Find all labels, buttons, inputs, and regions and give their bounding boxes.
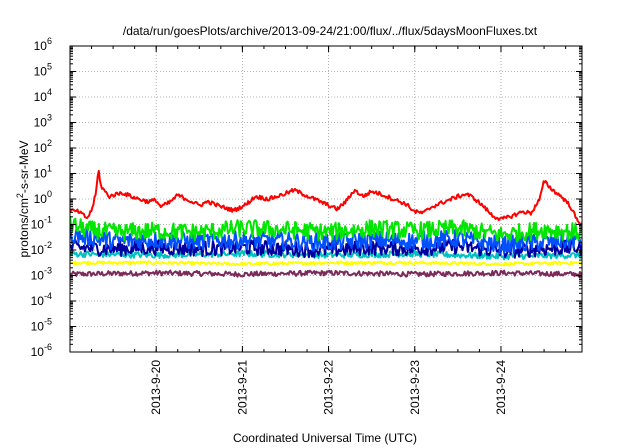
y-tick-label: 105 xyxy=(34,62,52,79)
x-axis-label: Coordinated Universal Time (UTC) xyxy=(233,431,417,445)
series-line xyxy=(70,260,582,267)
y-tick-label: 104 xyxy=(34,87,52,104)
x-tick-label: 2013-9-24 xyxy=(494,360,508,415)
x-tick-label: 2013-9-20 xyxy=(149,360,163,415)
series-layer xyxy=(70,169,582,278)
y-tick-label: 10-4 xyxy=(31,291,52,308)
y-tick-label: 100 xyxy=(34,189,52,206)
y-tick-label: 10-5 xyxy=(31,317,52,334)
chart-title: /data/run/goesPlots/archive/2013-09-24/2… xyxy=(123,24,538,38)
y-tick-label: 102 xyxy=(34,138,52,155)
y-axis-label: protons/cm2-s-sr-MeV xyxy=(15,140,31,257)
series-line xyxy=(70,269,582,278)
x-tick-label: 2013-9-22 xyxy=(322,360,336,415)
y-tick-label: 103 xyxy=(34,113,52,130)
y-tick-label: 106 xyxy=(34,36,52,53)
series-line xyxy=(70,215,582,243)
x-tick-label: 2013-9-21 xyxy=(235,360,249,415)
y-tick-label: 10-6 xyxy=(31,342,52,359)
y-tick-label: 101 xyxy=(34,164,52,181)
grid xyxy=(70,46,582,352)
x-axis: 2013-9-20 2013-9-21 2013-9-22 2013-9-23 2013… xyxy=(69,46,567,415)
y-tick-label: 10-1 xyxy=(31,215,52,232)
x-tick-label: 2013-9-23 xyxy=(408,360,422,415)
y-tick-label: 10-2 xyxy=(31,240,52,257)
y-axis: 10-6 10-5 10-4 10-3 10-2 10-1 100 101 102 103 104 1… xyxy=(31,36,582,359)
y-tick-label: 10-3 xyxy=(31,266,52,283)
series-line xyxy=(70,169,582,226)
